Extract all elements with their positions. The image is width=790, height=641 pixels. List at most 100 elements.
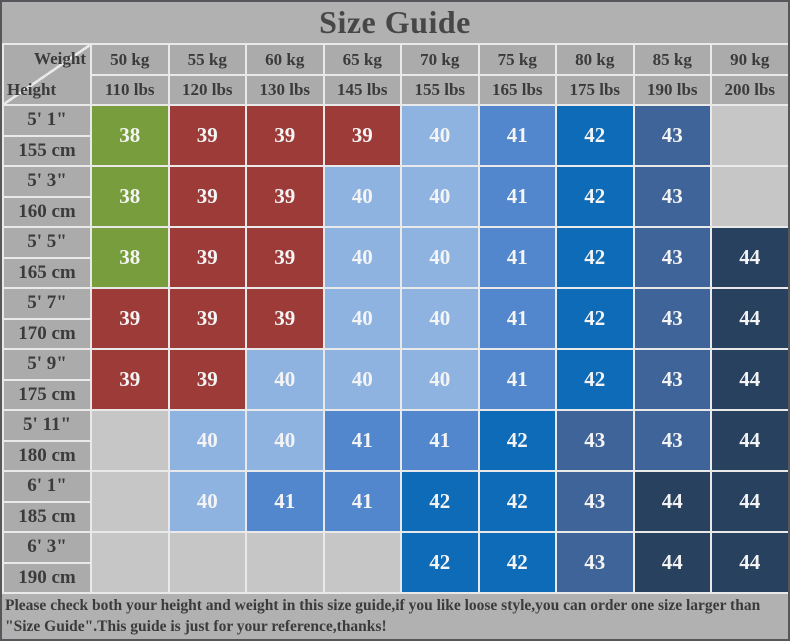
weight-header-cell: 80 kg xyxy=(555,43,635,76)
weight-header-cell: 55 kg xyxy=(167,43,247,76)
weight-header-cell: 75 kg xyxy=(477,43,557,76)
size-cell: 39 xyxy=(90,287,170,350)
empty-cell xyxy=(90,409,170,472)
height-label-cell: 5' 11" 180 cm xyxy=(2,409,92,472)
size-cell: 40 xyxy=(400,165,480,228)
size-cell: 40 xyxy=(167,409,247,472)
height-ft-label: 5' 1" xyxy=(4,106,90,137)
size-cell: 39 xyxy=(167,287,247,350)
size-cell: 42 xyxy=(477,470,557,533)
size-cell: 39 xyxy=(167,104,247,167)
size-cell: 43 xyxy=(632,104,712,167)
size-cell: 39 xyxy=(167,226,247,289)
size-cell: 40 xyxy=(245,348,325,411)
size-cell: 39 xyxy=(167,348,247,411)
height-cm-label: 165 cm xyxy=(18,261,76,283)
height-ft-label: 5' 5" xyxy=(4,228,90,259)
weight-header-cell: 85 kg xyxy=(632,43,712,76)
page-title: Size Guide xyxy=(319,4,471,40)
footer-note: Please check both your height and weight… xyxy=(2,594,788,638)
size-cell: 40 xyxy=(322,287,402,350)
height-label-cell: 5' 7" 170 cm xyxy=(2,287,92,350)
height-row: 5' 11" 180 cm 40 40 41 41 42 43 43 44 xyxy=(2,409,788,472)
lbs-header-cell: 130 lbs xyxy=(245,74,325,106)
size-cell: 44 xyxy=(710,226,788,289)
lbs-header-row: 110 lbs 120 lbs 130 lbs 145 lbs 155 lbs 165 l… xyxy=(3,74,788,106)
empty-cell xyxy=(167,531,247,594)
height-cm-label: 190 cm xyxy=(18,566,76,588)
size-cell: 42 xyxy=(555,287,635,350)
size-cell: 43 xyxy=(632,409,712,472)
height-row: 5' 5" 165 cm 38 39 39 40 40 41 42 43 44 xyxy=(2,226,788,289)
size-cell: 38 xyxy=(90,165,170,228)
height-label-cell: 5' 5" 165 cm xyxy=(2,226,92,289)
lbs-header-cell: 175 lbs xyxy=(555,74,635,106)
height-cm-label: 155 cm xyxy=(18,139,76,161)
empty-cell xyxy=(322,531,402,594)
lbs-header-cell: 190 lbs xyxy=(632,74,712,106)
size-cell: 41 xyxy=(477,165,557,228)
size-cell: 42 xyxy=(400,470,480,533)
height-label-cell: 5' 3" 160 cm xyxy=(2,165,92,228)
size-cell: 38 xyxy=(90,104,170,167)
footer-line-1: Please check both your height and weight… xyxy=(5,597,761,614)
size-cell: 39 xyxy=(245,104,325,167)
height-cm-label: 170 cm xyxy=(18,322,76,344)
size-cell: 40 xyxy=(322,348,402,411)
size-cell: 43 xyxy=(632,226,712,289)
size-cell: 40 xyxy=(322,165,402,228)
weight-header-row: Weight Height 50 kg 55 kg 60 kg 65 kg 70 kg 7… xyxy=(2,43,788,106)
size-cell: 42 xyxy=(555,104,635,167)
weight-header-cell: 90 kg xyxy=(710,43,788,76)
size-cell: 42 xyxy=(555,226,635,289)
weight-axis-label: Weight xyxy=(34,49,86,68)
height-label-cell: 5' 1" 155 cm xyxy=(2,104,92,167)
size-cell: 42 xyxy=(400,531,480,594)
height-cm-label: 185 cm xyxy=(18,505,76,527)
size-cell: 44 xyxy=(710,287,788,350)
height-ft-label: 6' 1" xyxy=(4,472,90,503)
height-row: 5' 7" 170 cm 39 39 39 40 40 41 42 43 44 xyxy=(2,287,788,350)
lbs-header-cell: 145 lbs xyxy=(322,74,402,106)
weight-header-cell: 50 kg xyxy=(90,43,170,76)
lbs-header-cell: 110 lbs xyxy=(90,74,170,106)
size-cell: 41 xyxy=(477,226,557,289)
size-cell: 41 xyxy=(477,104,557,167)
size-cell: 41 xyxy=(322,470,402,533)
weight-header-cell: 60 kg xyxy=(245,43,325,76)
size-cell: 42 xyxy=(555,348,635,411)
size-cell: 39 xyxy=(90,348,170,411)
size-cell: 40 xyxy=(400,104,480,167)
size-cell: 39 xyxy=(245,287,325,350)
size-cell: 44 xyxy=(710,409,788,472)
size-cell: 39 xyxy=(322,104,402,167)
size-cell: 44 xyxy=(710,470,788,533)
height-row: 6' 3" 190 cm 42 42 43 44 44 xyxy=(2,531,788,594)
lbs-header-cell: 155 lbs xyxy=(400,74,480,106)
size-cell: 44 xyxy=(632,531,712,594)
size-cell: 43 xyxy=(632,287,712,350)
weight-header-cell: 65 kg xyxy=(322,43,402,76)
height-ft-label: 5' 3" xyxy=(4,167,90,198)
height-label-cell: 6' 3" 190 cm xyxy=(2,531,92,594)
height-label-cell: 6' 1" 185 cm xyxy=(2,470,92,533)
height-ft-label: 5' 11" xyxy=(4,411,90,442)
height-cm-label: 175 cm xyxy=(18,383,76,405)
size-cell: 43 xyxy=(555,409,635,472)
height-row: 5' 9" 175 cm 39 39 40 40 40 41 42 43 44 xyxy=(2,348,788,411)
footer-line-2: "Size Guide".This guide is just for your… xyxy=(5,617,387,635)
size-cell: 39 xyxy=(245,226,325,289)
empty-cell xyxy=(710,104,788,167)
size-cell: 43 xyxy=(632,165,712,228)
size-cell: 43 xyxy=(632,348,712,411)
height-row: 5' 3" 160 cm 38 39 39 40 40 41 42 43 xyxy=(2,165,788,228)
size-cell: 40 xyxy=(400,226,480,289)
height-axis-label: Height xyxy=(7,80,57,99)
size-cell: 41 xyxy=(245,470,325,533)
size-cell: 44 xyxy=(710,348,788,411)
height-row: 6' 1" 185 cm 40 41 41 42 42 43 44 44 xyxy=(2,470,788,533)
size-cell: 40 xyxy=(322,226,402,289)
size-cell: 39 xyxy=(167,165,247,228)
corner-cell: Weight Height xyxy=(2,43,92,106)
